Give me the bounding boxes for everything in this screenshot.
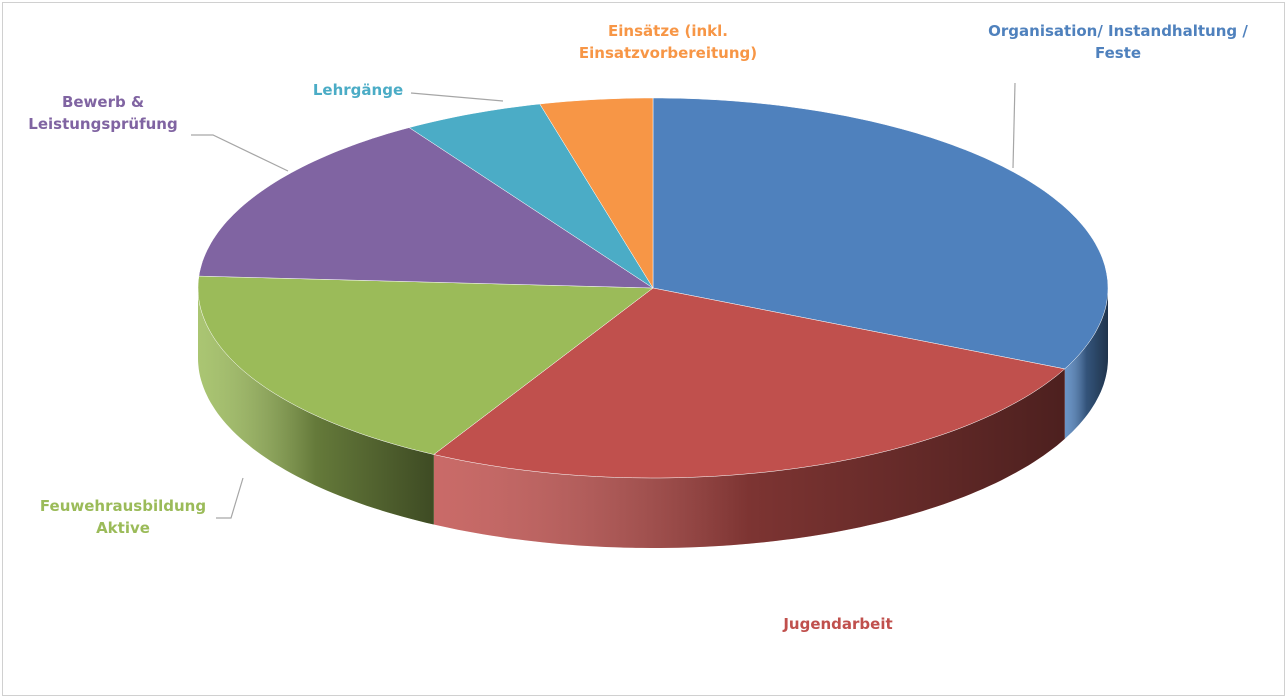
category-label: Feuwehrausbildung Aktive [39,497,207,537]
leader-line [410,92,504,102]
category-label: Jugendarbeit [783,615,893,633]
category-label: Organisation/ Instandhaltung / Feste [988,22,1248,62]
slice-side-shade [433,368,1065,548]
category-label: Einsätze (inkl. Einsatzvorbereitung) [578,22,758,62]
slice [408,103,654,289]
slice-side-shade [198,288,434,525]
leader-line [191,134,289,172]
category-label: Bewerb & Leistungsprüfung [28,93,178,133]
slice-side-shade [1064,288,1108,439]
slice [433,287,1066,479]
chart [191,82,1109,548]
slice [197,275,654,455]
leader-line [1012,82,1016,169]
slice [652,97,1109,370]
slice [539,97,654,289]
slice [198,127,654,289]
category-label: Lehrgänge [312,81,404,99]
leader-line [216,477,244,519]
